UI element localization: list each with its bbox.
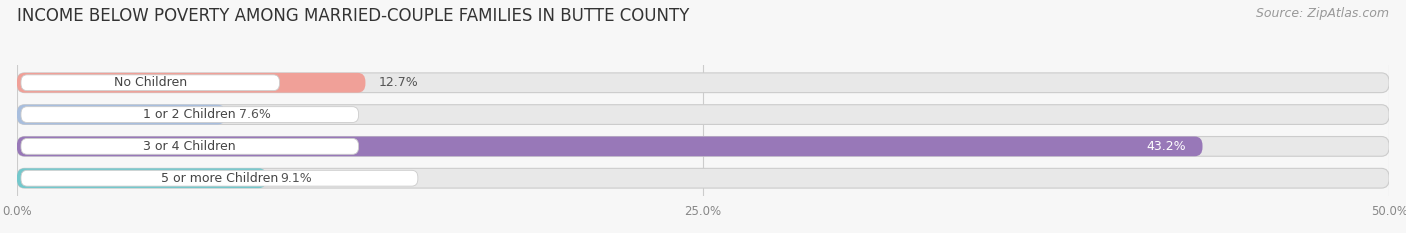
FancyBboxPatch shape [17, 168, 1389, 188]
Text: Source: ZipAtlas.com: Source: ZipAtlas.com [1256, 7, 1389, 20]
FancyBboxPatch shape [17, 137, 1202, 156]
FancyBboxPatch shape [17, 73, 1389, 93]
FancyBboxPatch shape [17, 73, 366, 93]
FancyBboxPatch shape [17, 105, 225, 124]
FancyBboxPatch shape [21, 75, 280, 91]
FancyBboxPatch shape [17, 137, 1389, 156]
Text: 5 or more Children: 5 or more Children [160, 172, 278, 185]
FancyBboxPatch shape [17, 168, 267, 188]
Text: 1 or 2 Children: 1 or 2 Children [143, 108, 236, 121]
Text: 9.1%: 9.1% [280, 172, 312, 185]
Text: 43.2%: 43.2% [1146, 140, 1187, 153]
Text: 3 or 4 Children: 3 or 4 Children [143, 140, 236, 153]
Text: 12.7%: 12.7% [380, 76, 419, 89]
Text: INCOME BELOW POVERTY AMONG MARRIED-COUPLE FAMILIES IN BUTTE COUNTY: INCOME BELOW POVERTY AMONG MARRIED-COUPL… [17, 7, 689, 25]
FancyBboxPatch shape [21, 107, 359, 123]
FancyBboxPatch shape [21, 170, 418, 186]
Text: 7.6%: 7.6% [239, 108, 271, 121]
FancyBboxPatch shape [17, 105, 1389, 124]
Text: No Children: No Children [114, 76, 187, 89]
FancyBboxPatch shape [21, 138, 359, 154]
